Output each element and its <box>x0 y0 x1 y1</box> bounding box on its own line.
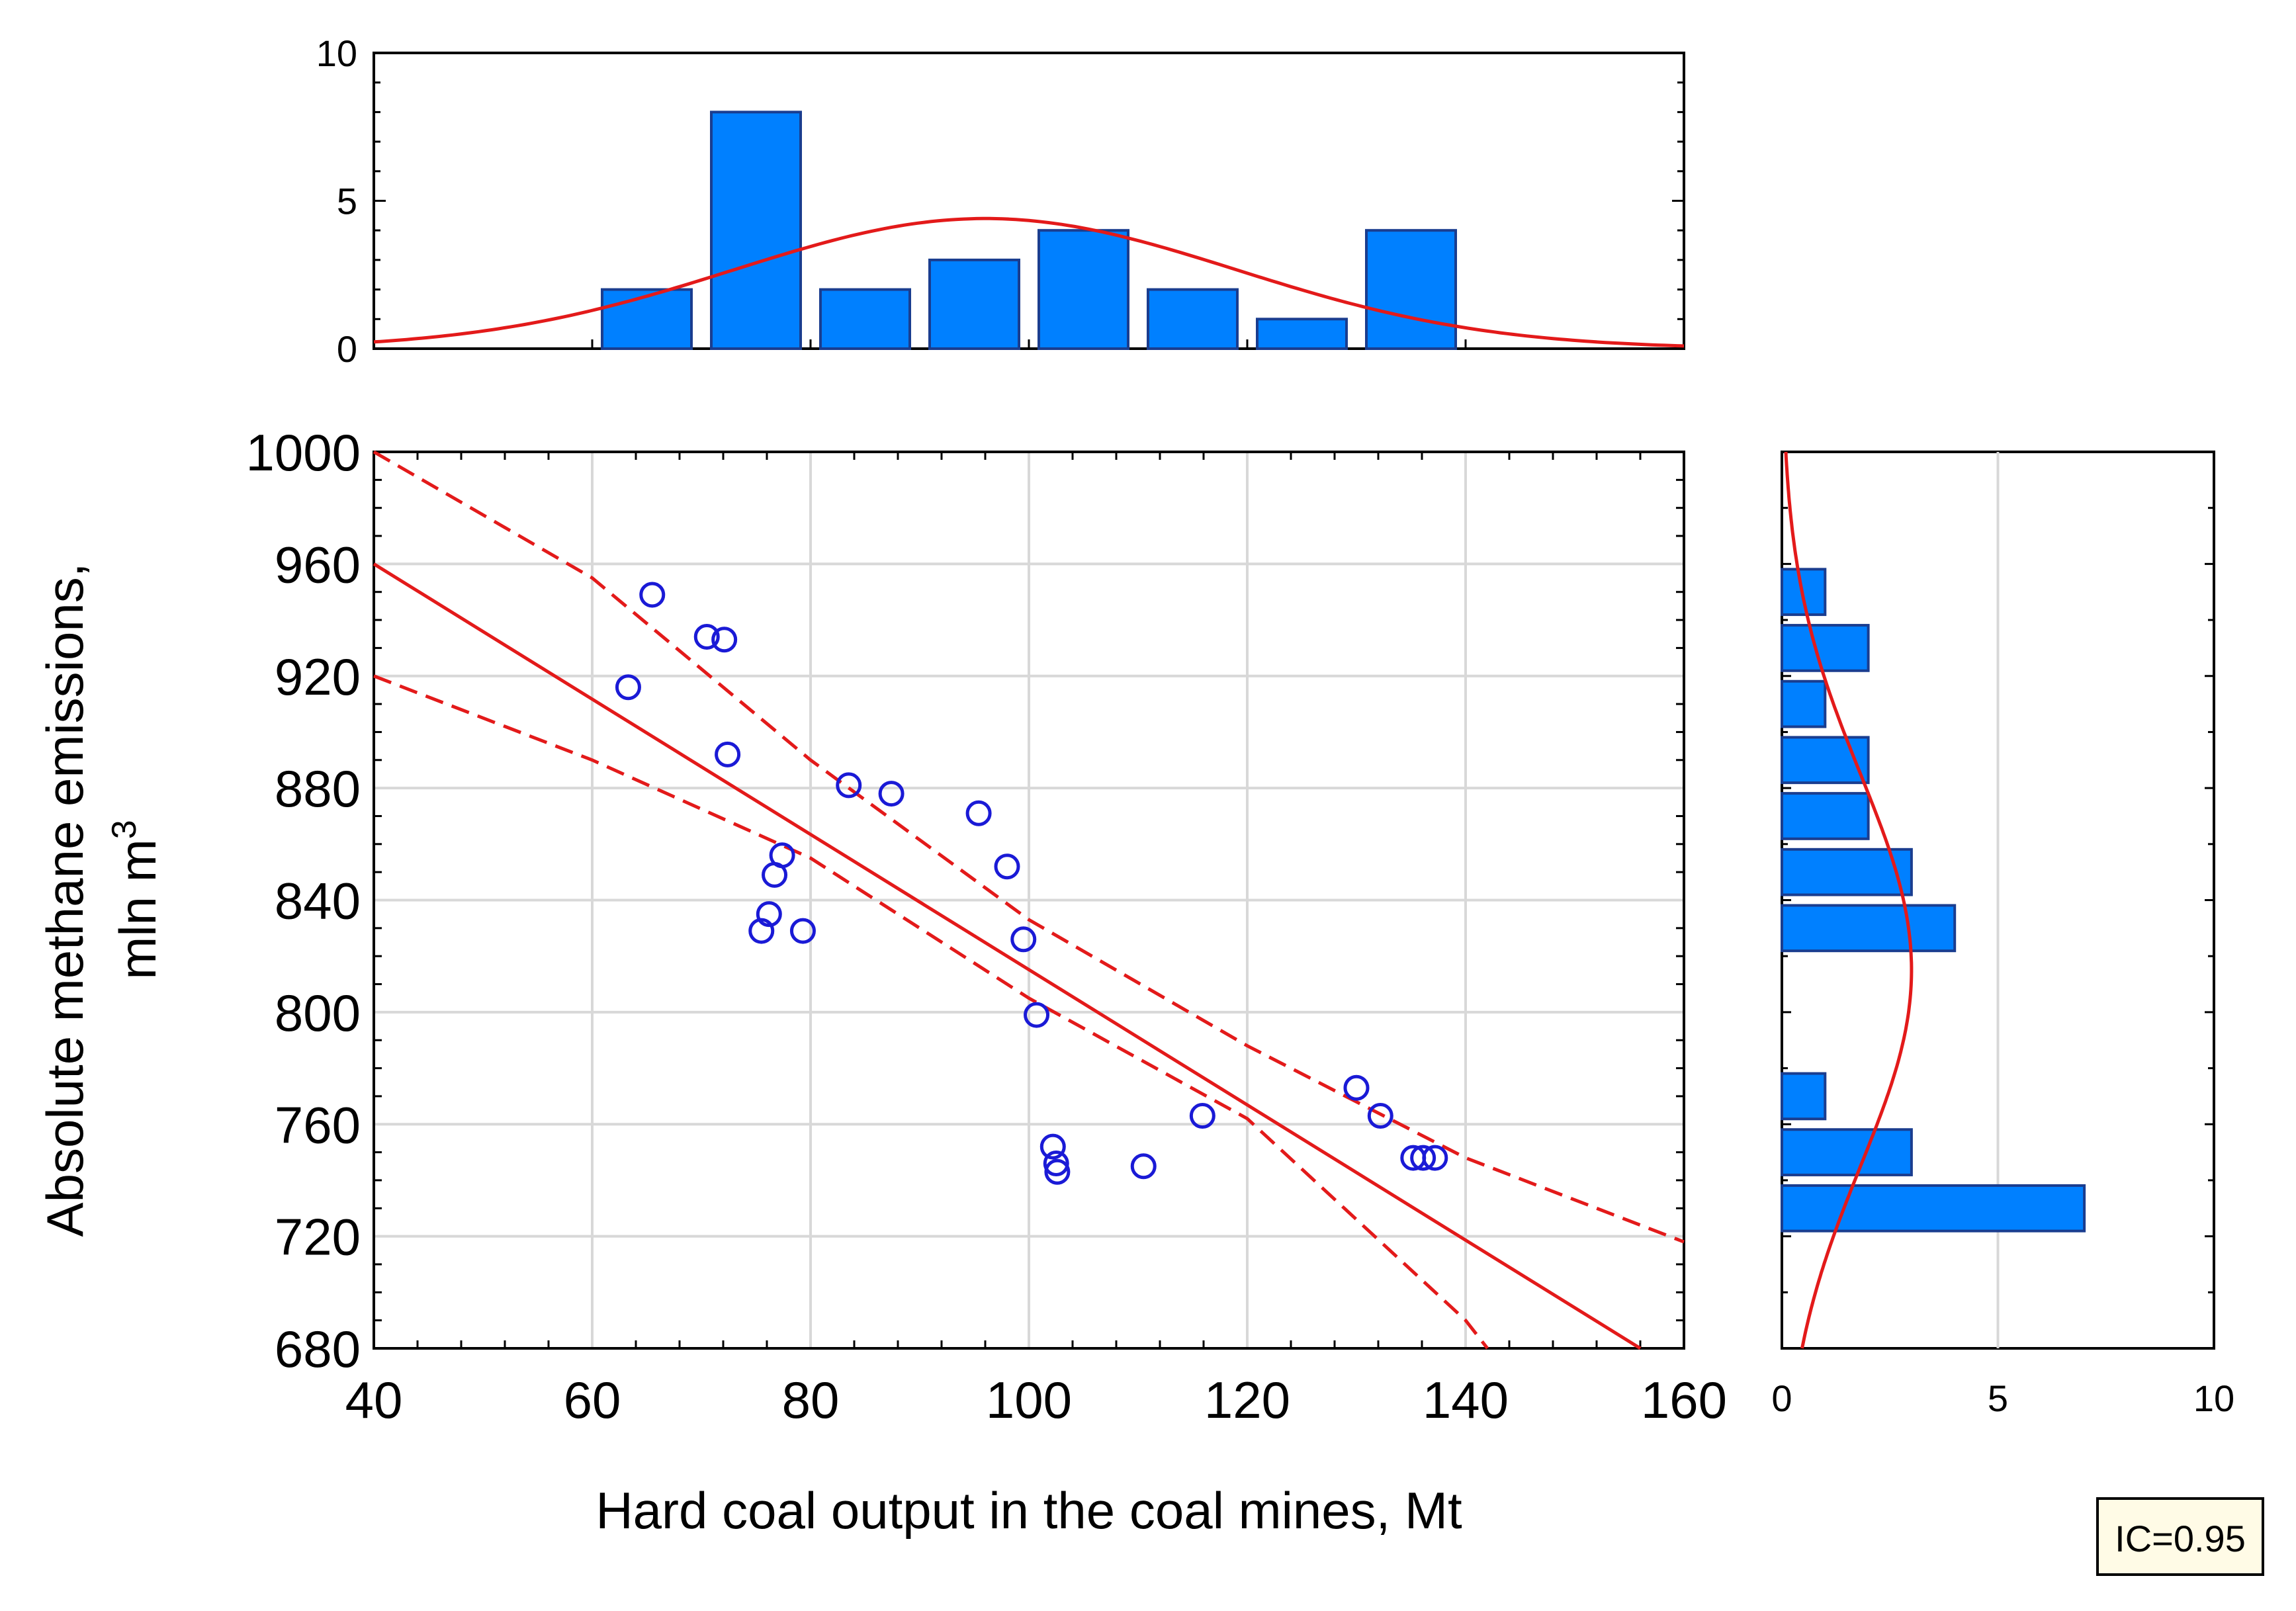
data-point <box>1343 1074 1370 1101</box>
right-histogram-bar <box>1781 679 1827 728</box>
top-histogram-bar <box>1256 318 1348 350</box>
top-histogram-frame <box>373 52 1685 350</box>
y-tick-label: 960 <box>275 535 361 593</box>
data-point <box>769 842 795 869</box>
top-histogram-bar <box>928 258 1020 350</box>
x-axis-title: Hard coal output in the coal mines, Mt <box>596 1481 1462 1540</box>
x-tick-label: 80 <box>782 1371 840 1429</box>
top-histogram-bar <box>1038 229 1129 351</box>
right-histogram-panel: 0 5 10 <box>1771 451 2234 1419</box>
top-histogram-panel: 0 5 10 <box>316 32 1685 370</box>
y-axis-title-line1: Absolute methane emissions, <box>36 563 94 1237</box>
top-y-tick-label: 0 <box>337 328 357 370</box>
y-tick-label: 1000 <box>245 423 361 482</box>
data-point <box>715 741 741 767</box>
top-normal-curve <box>373 216 1685 348</box>
y-tick-label: 880 <box>275 760 361 818</box>
x-tick-label: 100 <box>986 1371 1072 1429</box>
right-histogram-bar <box>1781 792 1870 840</box>
data-point <box>1039 1133 1066 1160</box>
data-point <box>1043 1151 1069 1177</box>
data-point <box>836 772 862 799</box>
data-point <box>965 800 992 826</box>
data-point <box>711 627 738 653</box>
right-histogram-bar <box>1781 1128 1913 1176</box>
y-tick-label: 840 <box>275 872 361 930</box>
top-y-tick-label: 5 <box>337 181 357 222</box>
data-point <box>1010 926 1037 953</box>
top-histogram-bar <box>710 110 802 350</box>
data-point <box>1130 1153 1157 1180</box>
right-histogram-bar <box>1781 904 1957 953</box>
scatter-frame-border <box>373 451 1685 1350</box>
data-point <box>1024 1002 1050 1028</box>
data-point <box>693 623 720 650</box>
data-point <box>756 901 782 928</box>
right-histogram-bar <box>1781 1184 2086 1233</box>
data-point <box>1367 1103 1393 1129</box>
x-tick-label: 140 <box>1423 1371 1509 1429</box>
regression-line <box>373 562 1642 1350</box>
data-point <box>1410 1145 1436 1171</box>
top-y-tick-label: 10 <box>316 32 357 74</box>
scatter-panel: 40 60 80 100 120 140 160 680 720 760 800 840 880 920 9… <box>36 423 1727 1540</box>
y-tick-label: 760 <box>275 1096 361 1154</box>
y-axis-unit: mln m <box>109 839 167 979</box>
y-axis-title-line2: mln m3 <box>105 820 167 979</box>
y-axis-unit-superscript: 3 <box>105 820 144 839</box>
ci-upper-line <box>373 450 1685 1244</box>
right-x-tick-label: 0 <box>1771 1377 1792 1419</box>
y-tick-label: 680 <box>275 1320 361 1378</box>
data-point <box>1044 1158 1071 1185</box>
top-histogram-bar <box>601 288 693 351</box>
right-histogram-bar <box>1781 1072 1827 1121</box>
top-histogram-bar <box>819 288 911 351</box>
data-point <box>615 674 641 701</box>
right-histogram-bar <box>1781 624 1870 672</box>
x-tick-label: 40 <box>345 1371 403 1429</box>
data-point <box>878 781 905 807</box>
x-tick-label: 120 <box>1204 1371 1290 1429</box>
data-point <box>748 918 775 944</box>
data-point <box>994 853 1020 880</box>
y-tick-label: 800 <box>275 984 361 1042</box>
x-tick-label: 160 <box>1641 1371 1727 1429</box>
y-tick-label: 920 <box>275 648 361 706</box>
confidence-label: IC=0.95 <box>2115 1518 2246 1559</box>
top-histogram-bar <box>1147 288 1239 351</box>
data-point <box>639 582 666 608</box>
right-x-tick-label: 10 <box>2193 1377 2234 1419</box>
top-histogram-bar <box>1365 229 1457 351</box>
confidence-legend: IC=0.95 <box>2096 1497 2264 1576</box>
data-point <box>1189 1103 1215 1129</box>
ci-lower-line <box>373 674 1489 1350</box>
y-tick-label: 720 <box>275 1208 361 1266</box>
right-x-tick-label: 5 <box>1988 1377 2008 1419</box>
data-point <box>1422 1145 1448 1171</box>
legend-box <box>2096 1497 2264 1576</box>
data-point <box>789 918 816 944</box>
x-tick-label: 60 <box>564 1371 621 1429</box>
right-normal-curve <box>1784 451 1914 1349</box>
